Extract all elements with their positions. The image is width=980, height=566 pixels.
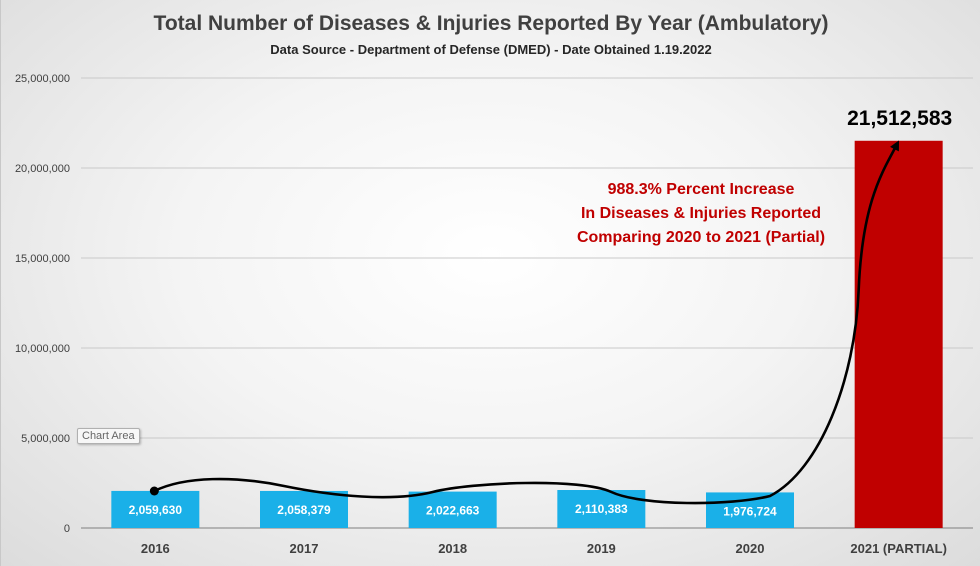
chart-area-tooltip: Chart Area [77, 428, 140, 444]
data-label: 2,110,383 [575, 502, 628, 516]
y-tick-label: 5,000,000 [21, 433, 70, 445]
bar [557, 490, 646, 528]
x-tick-label: 2020 [736, 541, 765, 556]
x-tick-label: 2017 [290, 541, 319, 556]
bar [706, 492, 794, 528]
x-tick-label: 2016 [141, 541, 170, 556]
annotation-line: Comparing 2020 to 2021 (Partial) [577, 229, 825, 246]
trend-arrow [153, 140, 900, 505]
chart-title: Total Number of Diseases & Injuries Repo… [153, 12, 829, 35]
bar [854, 140, 943, 528]
data-label: 2,059,630 [129, 503, 183, 517]
annotation-line: In Diseases & Injuries Reported [581, 205, 821, 222]
y-tick-label: 0 [64, 523, 70, 535]
data-label: 2,022,663 [426, 504, 480, 518]
annotation-line: 988.3% Percent Increase [608, 181, 795, 198]
bar [260, 490, 348, 528]
data-label: 21,512,583 [847, 107, 952, 130]
y-tick-label: 10,000,000 [15, 343, 70, 355]
y-tick-label: 15,000,000 [15, 253, 70, 265]
x-tick-label: 2018 [438, 541, 467, 556]
bar [408, 491, 497, 528]
chart-subtitle: Data Source - Department of Defense (DME… [270, 42, 712, 57]
y-tick-label: 20,000,000 [15, 163, 70, 175]
bar [111, 490, 200, 528]
data-label: 2,058,379 [277, 503, 331, 517]
trend-start-dot [149, 486, 159, 496]
x-tick-label: 2019 [587, 541, 616, 556]
x-tick-label: 2021 (PARTIAL) [850, 541, 947, 556]
data-label: 1,976,724 [723, 504, 777, 518]
y-tick-label: 25,000,000 [15, 73, 70, 85]
